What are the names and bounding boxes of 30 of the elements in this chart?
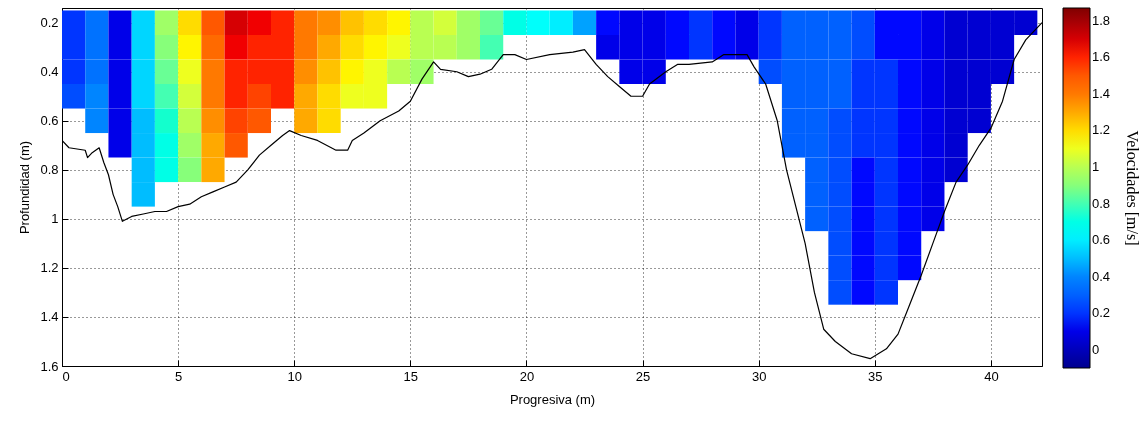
y-tick-label: 0.4	[40, 64, 59, 80]
color-bar-label: 0.6	[1092, 232, 1111, 248]
y-tick-label: 0.6	[40, 113, 59, 129]
y-axis-title: Profundidad (m)	[17, 140, 33, 235]
color-bar-label: 1.8	[1092, 12, 1111, 28]
color-bar-label: 0	[1092, 341, 1100, 357]
x-tick-label: 20	[519, 368, 535, 384]
x-tick-label: 40	[984, 368, 999, 384]
x-tick-label: 0	[62, 368, 70, 384]
color-bar-label: 1.2	[1092, 122, 1111, 138]
x-tick-label: 25	[635, 368, 651, 384]
x-tick-label: 10	[287, 368, 302, 384]
y-tick-label: 1.6	[40, 358, 59, 374]
color-bar-label: 0.8	[1092, 195, 1111, 211]
x-tick-label: 5	[175, 368, 183, 384]
color-bar-label: 0.2	[1092, 305, 1111, 321]
color-bar-label: 1	[1092, 158, 1100, 174]
color-bar-label: 1.6	[1092, 49, 1111, 65]
x-tick-label: 15	[403, 368, 419, 384]
color-bar-label: 1.4	[1092, 85, 1111, 101]
color-bar-label: 0.4	[1092, 268, 1111, 284]
color-bar-title: Velocidades [m/s]	[1124, 130, 1141, 246]
x-tick-label: 30	[751, 368, 767, 384]
x-tick-label: 35	[868, 368, 883, 384]
y-tick-label: 1.2	[40, 260, 59, 276]
y-tick-label: 0.8	[40, 162, 59, 178]
y-tick-label: 1.4	[40, 309, 59, 325]
y-tick-label: 1	[51, 211, 59, 227]
y-tick-label: 0.2	[40, 15, 59, 31]
x-axis-title: Progresiva (m)	[509, 391, 596, 407]
